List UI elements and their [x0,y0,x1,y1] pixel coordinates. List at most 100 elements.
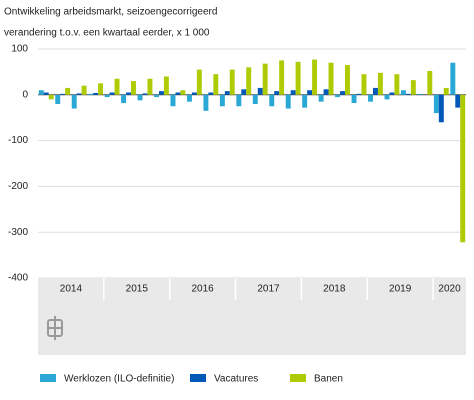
bar [443,87,449,95]
bar [88,93,94,95]
bar [433,94,439,114]
legend-swatch [190,374,206,382]
bar [191,92,197,95]
bar [450,62,456,95]
bar [335,94,341,98]
bar [302,94,308,108]
x-tick-label: 2019 [389,284,412,295]
y-tick-label: -200 [8,181,28,192]
bar [455,94,461,108]
logo [47,316,63,340]
bar [93,92,99,95]
bar [158,91,164,95]
legend-swatch [290,374,306,382]
bar [137,94,143,101]
bar [213,74,219,95]
bar [307,90,313,95]
x-tick-label: 2016 [191,284,214,295]
bar [361,74,367,95]
x-tick-label: 2014 [60,284,83,295]
bar [389,92,395,95]
legend-label: Werklozen (ILO-definitie) [64,374,174,385]
bar [180,90,186,95]
bar [76,93,82,95]
bar [224,91,230,95]
bar [98,83,104,95]
bar [438,94,444,123]
chart-subtitle: verandering t.o.v. een kwartaal eerder, … [4,28,210,39]
x-tick-label: 2015 [126,284,149,295]
bar [394,74,400,95]
bar [246,67,252,95]
x-tick-label: 2020 [438,284,461,295]
bar [142,93,148,95]
bar [410,80,416,95]
bar [48,94,54,100]
bar [131,81,136,95]
bar [345,65,350,95]
bar [368,94,373,102]
bar [340,91,346,95]
bar [377,72,383,95]
y-tick-label: 100 [11,44,28,55]
bar [55,94,61,104]
bar [203,94,209,111]
bar [285,94,291,109]
bar [312,59,318,95]
bar [405,93,411,95]
bar [241,89,247,95]
bar [290,90,296,95]
bar [147,78,153,95]
bar [460,94,466,243]
bar [109,92,115,95]
bar [252,94,258,104]
x-tick-label: 2017 [257,284,280,295]
bar [175,92,181,95]
bar [43,92,49,95]
bar [427,70,433,95]
bar [295,61,301,95]
bar [351,94,357,104]
bar [318,94,324,102]
bar [328,62,334,95]
bar [126,92,132,95]
logo-panel [38,300,466,355]
bar [219,94,225,107]
bar [196,69,202,95]
bar [356,93,362,95]
bar [372,87,378,95]
bar [38,90,44,95]
y-tick-label: -300 [8,227,28,238]
bar [262,63,268,95]
bar [60,93,66,95]
bar [236,94,242,107]
bar [274,91,280,95]
y-tick-label: -100 [8,135,28,146]
bar [279,60,285,95]
bar [269,94,275,107]
y-tick-label: -400 [8,273,28,284]
bar [114,78,120,95]
bar [208,92,214,95]
bar [417,93,423,95]
legend-label: Banen [314,374,343,385]
bar [323,89,329,95]
bar [104,94,110,98]
legend-swatch [40,374,56,382]
bar [163,76,169,95]
bar [81,85,87,95]
bar [71,94,77,109]
chart-title: Ontwikkeling arbeidsmarkt, seizoengecorr… [4,7,217,18]
bar [121,94,127,104]
bar [170,94,176,107]
legend-label: Vacatures [214,374,258,385]
bar [65,87,71,95]
bar [384,94,390,100]
bar [186,94,192,102]
x-tick-label: 2018 [323,284,346,295]
bar [400,90,406,95]
bar [229,69,235,95]
x-axis-band [38,278,466,300]
bar [257,87,263,95]
